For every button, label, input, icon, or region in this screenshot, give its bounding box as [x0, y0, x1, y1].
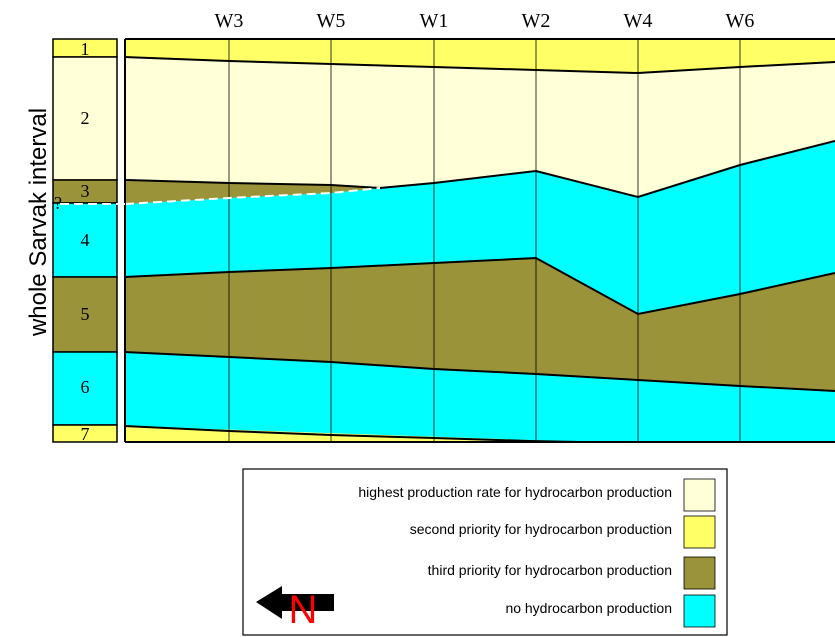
- legend-label-third: third priority for hydrocarbon productio…: [428, 562, 672, 578]
- unit-label-2: 2: [81, 108, 90, 128]
- unit-box-7: [52, 424, 118, 443]
- north-letter: N: [289, 588, 318, 632]
- legend-swatch-none: [683, 594, 716, 628]
- y-axis-label: whole Sarvak interval: [25, 108, 52, 337]
- boundary-3-4-dashed: [124, 187, 381, 205]
- legend-label-highest: highest production rate for hydrocarbon …: [358, 484, 672, 500]
- unit-label-4: 4: [81, 230, 90, 250]
- correlation-panel: [124, 38, 835, 443]
- arrow-left-icon: [256, 586, 334, 619]
- north-arrow: N: [256, 586, 334, 632]
- uncertain-mark: ?: [54, 193, 62, 213]
- boundary-2-3: [124, 179, 381, 189]
- legend-swatch-second: [683, 515, 716, 549]
- unit-box-6: [52, 351, 118, 426]
- layer-unit-2: [125, 39, 835, 197]
- legend-swatch-highest: [683, 478, 716, 512]
- well-label-w6: W6: [726, 10, 755, 32]
- legend-label-none: no hydrocarbon production: [505, 600, 672, 616]
- legend: highest production rate for hydrocarbon …: [242, 468, 728, 636]
- unit-box-5: [52, 276, 118, 353]
- unit-label-7: 7: [81, 424, 90, 444]
- unit-label-6: 6: [81, 377, 90, 397]
- unit-label-1: 1: [81, 39, 90, 59]
- well-label-w1: W1: [420, 10, 449, 32]
- unit-box-2: [52, 56, 118, 181]
- legend-label-second: second priority for hydrocarbon producti…: [410, 521, 672, 537]
- legend-swatch-third: [683, 556, 716, 590]
- unit-label-5: 5: [81, 304, 90, 324]
- layer-unit-1: [125, 39, 835, 73]
- unit-box-4: [52, 202, 118, 278]
- boundary-5-6: [124, 351, 835, 392]
- well-label-w3: W3: [215, 10, 244, 32]
- well-label-w5: W5: [317, 10, 346, 32]
- unit-column: 1 2 3 4 5 6 7: [52, 38, 118, 444]
- boundary-4-5: [124, 256, 835, 316]
- well-label-w2: W2: [522, 10, 551, 32]
- unit-label-3: 3: [81, 181, 90, 201]
- boundary-top-4: [379, 140, 835, 199]
- well-label-w4: W4: [624, 10, 653, 32]
- boundary-1-2: [124, 56, 835, 75]
